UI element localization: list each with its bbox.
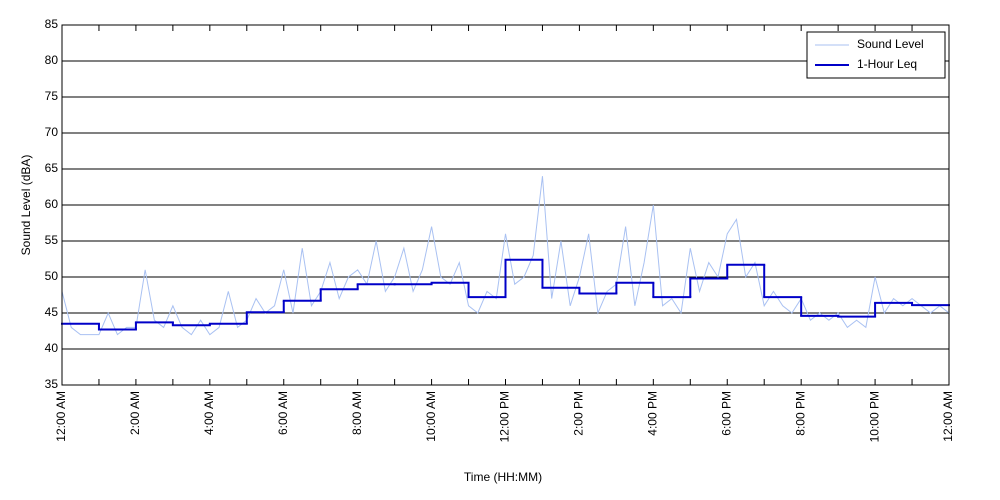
y-tick-label: 70 <box>45 125 59 139</box>
y-tick-label: 75 <box>45 89 59 103</box>
legend-box <box>806 31 946 79</box>
legend-label: 1-Hour Leq <box>857 57 917 71</box>
legend-label: Sound Level <box>857 37 924 51</box>
y-tick-label: 85 <box>45 17 59 31</box>
x-tick-label: 12:00 PM <box>498 391 512 442</box>
y-tick-label: 40 <box>45 341 59 355</box>
y-axis-label: Sound Level (dBA) <box>19 155 33 256</box>
y-tick-label: 60 <box>45 197 59 211</box>
plot-frame <box>61 24 950 386</box>
x-tick-label: 2:00 PM <box>572 391 586 436</box>
y-tick-label: 45 <box>45 305 59 319</box>
x-tick-label: 12:00 AM <box>941 391 955 442</box>
x-tick-label: 2:00 AM <box>128 391 142 435</box>
x-tick-label: 8:00 PM <box>793 391 807 436</box>
y-tick-label: 35 <box>45 377 59 391</box>
x-tick-label: 6:00 AM <box>276 391 290 435</box>
y-tick-label: 50 <box>45 269 59 283</box>
y-tick-label: 80 <box>45 53 59 67</box>
x-tick-label: 4:00 PM <box>646 391 660 436</box>
x-axis-label: Time (HH:MM) <box>464 470 542 484</box>
x-tick-label: 8:00 AM <box>350 391 364 435</box>
x-tick-label: 6:00 PM <box>719 391 733 436</box>
y-tick-label: 65 <box>45 161 59 175</box>
x-tick-label: 10:00 AM <box>424 391 438 442</box>
x-tick-label: 10:00 PM <box>867 391 881 442</box>
x-tick-label: 4:00 AM <box>202 391 216 435</box>
x-tick-label: 12:00 AM <box>54 391 68 442</box>
y-tick-label: 55 <box>45 233 59 247</box>
